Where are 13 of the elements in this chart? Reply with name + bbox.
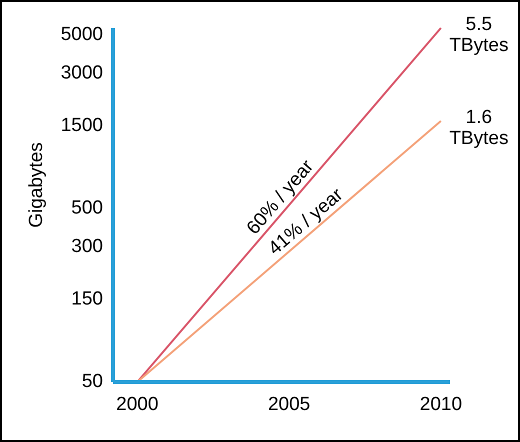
y-tick-label: 1500 (60, 114, 103, 136)
x-tick-label: 2000 (116, 394, 158, 415)
y-tick-label: 50 (82, 371, 103, 392)
y-tick-label: 500 (71, 198, 103, 219)
x-tick-label: 2005 (268, 394, 310, 415)
x-tick-label: 2010 (420, 394, 462, 415)
y-axis-title: Gigabytes (26, 142, 47, 228)
y-tick-label: 300 (71, 236, 103, 258)
y-tick-label: 5000 (60, 24, 103, 46)
y-tick-label: 150 (71, 288, 103, 310)
annotation: 5.5 TBytes (449, 14, 508, 56)
annotation: 1.6 TBytes (449, 106, 508, 149)
y-tick-label: 3000 (60, 62, 103, 84)
